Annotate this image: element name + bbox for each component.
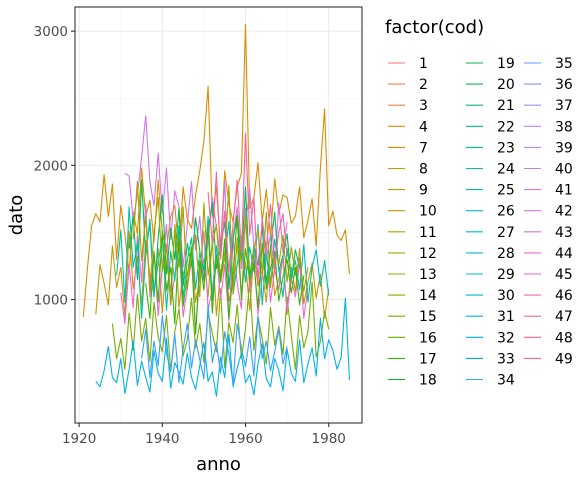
legend-label: 19 <box>497 56 515 72</box>
legend-label: 26 <box>497 204 515 220</box>
legend-label: 44 <box>555 246 573 262</box>
legend-label: 34 <box>497 373 515 389</box>
legend-label: 17 <box>419 351 437 367</box>
legend-label: 49 <box>555 351 573 367</box>
x-tick-label: 1940 <box>145 431 179 447</box>
x-tick-label: 1960 <box>228 431 262 447</box>
series-line <box>141 304 288 385</box>
legend-label: 30 <box>497 288 515 304</box>
legend-label: 25 <box>497 183 515 199</box>
legend-label: 3 <box>419 98 428 114</box>
legend-label: 39 <box>555 140 573 156</box>
legend-label: 1 <box>419 56 428 72</box>
legend: 1234789101112131415161718192021222324252… <box>388 56 573 389</box>
minor-gridlines <box>75 7 362 423</box>
y-axis-title: dato <box>6 195 27 236</box>
series-line <box>95 297 351 397</box>
series-lines <box>82 23 351 397</box>
legend-label: 35 <box>555 56 573 72</box>
legend-label: 13 <box>419 267 437 283</box>
legend-label: 42 <box>555 204 573 220</box>
legend-label: 12 <box>419 246 437 262</box>
legend-label: 28 <box>497 246 515 262</box>
legend-label: 38 <box>555 119 573 135</box>
series-line <box>145 215 305 335</box>
legend-label: 47 <box>555 309 573 325</box>
legend-label: 15 <box>419 309 437 325</box>
legend-label: 20 <box>497 77 515 93</box>
legend-label: 23 <box>497 140 515 156</box>
legend-label: 40 <box>555 162 573 178</box>
legend-label: 11 <box>419 225 437 241</box>
legend-label: 29 <box>497 267 515 283</box>
legend-label: 21 <box>497 98 515 114</box>
legend-label: 16 <box>419 330 437 346</box>
legend-label: 24 <box>497 162 515 178</box>
legend-label: 32 <box>497 330 515 346</box>
y-tick-label: 1000 <box>34 293 68 309</box>
legend-label: 45 <box>555 267 573 283</box>
legend-label: 18 <box>419 373 437 389</box>
series-line <box>207 132 288 284</box>
legend-label: 8 <box>419 162 428 178</box>
legend-title: factor(cod) <box>385 17 484 38</box>
legend-label: 9 <box>419 183 428 199</box>
legend-label: 48 <box>555 330 573 346</box>
y-tick-label: 2000 <box>34 158 68 174</box>
x-tick-label: 1980 <box>312 431 346 447</box>
series-line <box>111 280 330 372</box>
legend-label: 43 <box>555 225 573 241</box>
legend-label: 7 <box>419 140 428 156</box>
x-axis-ticks: 1920 1940 1960 1980 <box>62 423 346 447</box>
legend-label: 37 <box>555 98 573 114</box>
y-axis-ticks: 1000 2000 3000 <box>34 24 75 309</box>
legend-label: 27 <box>497 225 515 241</box>
x-tick-label: 1920 <box>62 431 96 447</box>
panel-border <box>74 6 363 424</box>
legend-label: 14 <box>419 288 437 304</box>
legend-label: 46 <box>555 288 573 304</box>
legend-label: 41 <box>555 183 573 199</box>
x-axis-title: anno <box>196 454 241 475</box>
legend-label: 33 <box>497 351 515 367</box>
legend-label: 10 <box>419 204 437 220</box>
legend-label: 36 <box>555 77 573 93</box>
legend-label: 22 <box>497 119 515 135</box>
y-tick-label: 3000 <box>34 24 68 40</box>
legend-label: 31 <box>497 309 515 325</box>
legend-label: 2 <box>419 77 428 93</box>
legend-label: 4 <box>419 119 428 135</box>
